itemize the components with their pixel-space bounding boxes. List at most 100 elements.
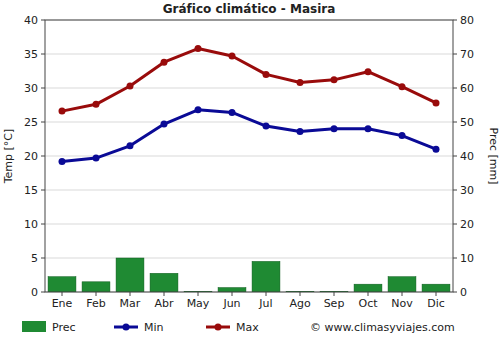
marker	[399, 83, 406, 90]
y2-tick-label: 60	[460, 82, 474, 95]
x-tick	[232, 292, 233, 296]
grid-line	[45, 88, 453, 89]
y2-tick	[453, 88, 457, 89]
y-tick	[41, 156, 45, 157]
marker	[331, 125, 338, 132]
y-tick	[41, 292, 45, 293]
x-tick-label: Abr	[154, 297, 174, 310]
plot-marks	[48, 45, 450, 292]
y-tick	[41, 190, 45, 191]
marker	[263, 71, 270, 78]
marker	[127, 142, 134, 149]
grid-line	[45, 224, 453, 225]
legend-label: Prec	[52, 321, 76, 334]
y-tick-label: 10	[24, 218, 38, 231]
y2-tick-label: 0	[460, 286, 467, 299]
y-tick-label: 40	[24, 14, 38, 27]
line	[62, 49, 436, 112]
y2-tick-label: 20	[460, 218, 474, 231]
x-tick-label: Jul	[258, 297, 272, 310]
grid-line	[45, 54, 453, 55]
x-tick	[266, 292, 267, 296]
marker	[127, 82, 134, 89]
x-tick	[300, 292, 301, 296]
marker	[195, 106, 202, 113]
y2-tick	[453, 156, 457, 157]
bar	[116, 258, 144, 292]
line	[62, 110, 436, 162]
x-tick	[436, 292, 437, 296]
marker	[59, 158, 66, 165]
legend-marker	[215, 324, 222, 331]
legend-label: Max	[236, 321, 259, 334]
bar	[48, 277, 76, 292]
bar	[150, 273, 178, 292]
x-tick-label: Feb	[86, 297, 105, 310]
grid-line	[45, 258, 453, 259]
x-tick-label: Nov	[391, 297, 413, 310]
marker	[433, 99, 440, 106]
x-tick-label: Sep	[324, 297, 345, 310]
y-tick	[41, 20, 45, 21]
y2-tick	[453, 292, 457, 293]
y-tick-label: 25	[24, 116, 38, 129]
x-tick-label: Ene	[52, 297, 73, 310]
x-tick	[62, 292, 63, 296]
marker	[229, 53, 236, 60]
y2-tick-label: 80	[460, 14, 474, 27]
y2-tick	[453, 190, 457, 191]
y-tick	[41, 258, 45, 259]
marker	[433, 146, 440, 153]
y-tick-label: 30	[24, 82, 38, 95]
x-tick	[368, 292, 369, 296]
x-tick-label: Ago	[289, 297, 311, 310]
y2-tick-label: 50	[460, 116, 474, 129]
y-tick-label: 5	[31, 252, 38, 265]
x-tick-label: Oct	[358, 297, 378, 310]
legend-label: Min	[144, 321, 164, 334]
y2-tick	[453, 258, 457, 259]
marker	[195, 45, 202, 52]
y-tick	[41, 54, 45, 55]
marker	[59, 108, 66, 115]
y2-tick-label: 30	[460, 184, 474, 197]
marker	[399, 132, 406, 139]
plot-frame	[45, 20, 453, 292]
y-tick	[41, 88, 45, 89]
title: Gráfico climático - Masira	[163, 2, 336, 16]
bar	[388, 277, 416, 292]
y2-tick	[453, 224, 457, 225]
x-tick	[130, 292, 131, 296]
y-tick-label: 0	[31, 286, 38, 299]
y-tick-label: 15	[24, 184, 38, 197]
x-tick	[164, 292, 165, 296]
bar	[252, 261, 280, 292]
x-tick-label: Mar	[120, 297, 141, 310]
x-tick	[334, 292, 335, 296]
watermark: © www.climasyviajes.com	[310, 321, 455, 334]
x-tick-label: Dic	[427, 297, 445, 310]
x-tick	[96, 292, 97, 296]
bar	[422, 284, 450, 292]
marker	[297, 79, 304, 86]
legend-marker	[123, 324, 130, 331]
grid-line	[45, 190, 453, 191]
y-tick	[41, 122, 45, 123]
legend-swatch	[22, 321, 46, 332]
x-tick	[402, 292, 403, 296]
marker	[331, 76, 338, 83]
y-tick-label: 35	[24, 48, 38, 61]
y2-tick	[453, 20, 457, 21]
marker	[93, 155, 100, 162]
y2-tick-label: 10	[460, 252, 474, 265]
x-tick-label: May	[187, 297, 210, 310]
marker	[365, 68, 372, 75]
y2-tick	[453, 54, 457, 55]
y2-tick-label: 40	[460, 150, 474, 163]
bar	[82, 282, 110, 292]
marker	[263, 123, 270, 130]
y2-tick-label: 70	[460, 48, 474, 61]
marker	[365, 125, 372, 132]
y2-tick	[453, 122, 457, 123]
grid-line	[45, 122, 453, 123]
